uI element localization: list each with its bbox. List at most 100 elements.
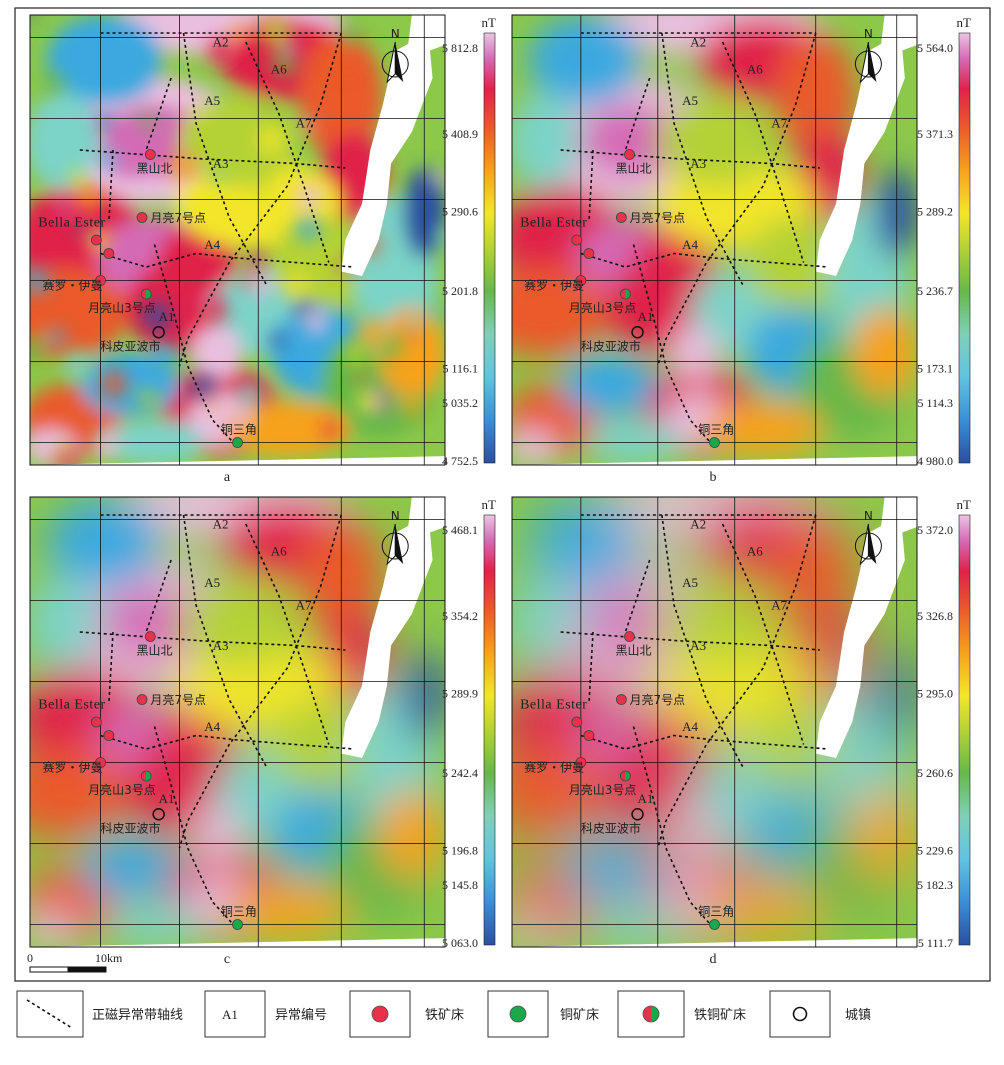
anomaly-label-a7: A7	[296, 598, 312, 613]
colorbar-unit: nT	[482, 497, 497, 512]
place-label-sailuo: 赛罗・伊曼	[42, 760, 102, 775]
iron-deposit	[571, 716, 583, 728]
anomaly-label-a6: A6	[747, 62, 763, 77]
anomaly-axes	[560, 514, 828, 930]
anomaly-label-a7: A7	[296, 116, 312, 131]
colorbar-tick: 5 812.8	[442, 41, 478, 55]
iron-copper-deposit	[140, 770, 152, 782]
place-label-yueliang7: 月亮7号点	[629, 692, 685, 707]
colorbar-unit: nT	[482, 15, 497, 30]
colorbar-tick: 5 035.2	[442, 396, 478, 410]
legend-iron-symbol	[371, 1005, 389, 1023]
copper-deposit	[232, 437, 243, 448]
colorbar-tick: 5 295.0	[917, 686, 953, 700]
anomaly-label-a4: A4	[682, 237, 698, 252]
colorbar-tick: 5 289.2	[917, 204, 953, 218]
place-label-kepiyabo: 科皮亚波市	[581, 338, 641, 353]
north-arrow-icon: N	[854, 27, 882, 84]
place-label-yueliangshan3: 月亮山3号点	[88, 300, 156, 315]
anomaly-label-a6: A6	[747, 544, 763, 559]
iron-deposit	[103, 248, 115, 259]
iron-deposit	[95, 275, 106, 286]
anomaly-label-a2: A2	[213, 35, 229, 50]
magnetic-field-map	[30, 497, 445, 947]
anomaly-label-a2: A2	[690, 517, 706, 532]
colorbar-tick: 5 371.3	[917, 127, 953, 141]
place-label-heishanbei: 黑山北	[615, 644, 651, 658]
anomaly-label-a1: A1	[159, 791, 175, 806]
town-marker	[631, 326, 644, 339]
anomaly-axes	[79, 32, 354, 448]
colorbar-tick: 5 408.9	[442, 127, 478, 141]
place-label-yueliangshan3: 月亮山3号点	[569, 782, 637, 797]
legend-copper: 铜矿床	[560, 1008, 599, 1023]
bay-area	[341, 33, 433, 276]
iron-deposit	[144, 631, 156, 642]
place-label-bella-ester: Bella Ester	[520, 698, 587, 713]
legend: 正磁异常带轴线 A1 异常编号 铁矿床 铜矿床 铁铜矿床 城镇	[16, 990, 871, 1038]
colorbar-tick: 5 201.8	[442, 284, 478, 298]
colorbar-tick: 5 242.4	[442, 766, 478, 780]
anomaly-label-a6: A6	[271, 62, 287, 77]
anomaly-label-a5: A5	[204, 575, 220, 590]
bay-area	[341, 515, 433, 758]
place-label-yueliang7: 月亮7号点	[150, 692, 206, 707]
north-label: N	[391, 27, 400, 41]
place-label-kepiyabo: 科皮亚波市	[581, 820, 641, 835]
colorbar-unit: nT	[957, 497, 972, 512]
legend-iron-copper: 铁铜矿床	[694, 1008, 746, 1023]
town-marker	[152, 326, 165, 339]
colorbar-tick: 5 564.0	[917, 41, 953, 55]
copper-deposit	[232, 919, 243, 930]
colorbar	[483, 32, 496, 464]
anomaly-label-a5: A5	[204, 93, 220, 108]
place-label-tongsanjiao: 铜三角	[221, 422, 257, 437]
colorbar-tick: 5 290.6	[442, 204, 478, 218]
anomaly-label-a3: A3	[213, 156, 229, 171]
place-label-kepiyabo: 科皮亚波市	[101, 820, 161, 835]
anomaly-label-a5: A5	[682, 93, 698, 108]
north-arrow-icon: N	[381, 27, 409, 84]
anomaly-label-a6: A6	[271, 544, 287, 559]
iron-deposit	[575, 275, 587, 286]
place-label-sailuo: 赛罗・伊曼	[524, 278, 584, 293]
legend-axis-line-symbol	[26, 999, 73, 1029]
figure-frame	[14, 7, 991, 982]
copper-deposit	[709, 919, 720, 930]
anomaly-label-a2: A2	[690, 35, 706, 50]
place-label-yueliangshan3: 月亮山3号点	[569, 300, 637, 315]
iron-deposit	[103, 730, 115, 741]
legend-town: 城镇	[845, 1008, 871, 1023]
legend-iron: 铁矿床	[425, 1008, 464, 1023]
magnetic-field-map	[512, 497, 917, 947]
colorbar-tick: 5 354.2	[442, 609, 478, 623]
town-marker	[631, 808, 644, 821]
legend-copper-symbol	[509, 1005, 527, 1023]
place-label-kepiyabo: 科皮亚波市	[101, 338, 161, 353]
anomaly-label-a7: A7	[771, 598, 787, 613]
colorbar-tick: 5 114.3	[917, 396, 953, 410]
colorbar-tick: 4 752.5	[442, 454, 478, 468]
colorbar-tick: 5 468.1	[442, 523, 478, 537]
iron-deposit	[91, 234, 102, 246]
colorbar-tick: 5 063.0	[442, 936, 478, 950]
anomaly-label-a5: A5	[682, 575, 698, 590]
place-label-tongsanjiao: 铜三角	[221, 904, 257, 919]
iron-deposit	[575, 757, 587, 768]
iron-deposit	[624, 149, 635, 160]
map-grid	[512, 15, 917, 465]
colorbar-tick: 5 289.9	[442, 686, 478, 700]
colorbar-tick: 5 236.7	[917, 284, 953, 298]
colorbar-tick: 5 229.6	[917, 843, 953, 857]
place-label-yueliang7: 月亮7号点	[629, 210, 685, 225]
anomaly-label-a4: A4	[204, 719, 220, 734]
north-label: N	[864, 27, 873, 41]
iron-copper-deposit	[620, 770, 631, 782]
bay-area	[815, 515, 905, 758]
legend-anomaly-code: 异常编号	[275, 1008, 327, 1023]
copper-deposit	[709, 437, 720, 448]
anomaly-label-a1: A1	[159, 309, 175, 324]
iron-deposit	[136, 212, 148, 223]
colorbar-tick: 5 111.7	[918, 936, 953, 950]
